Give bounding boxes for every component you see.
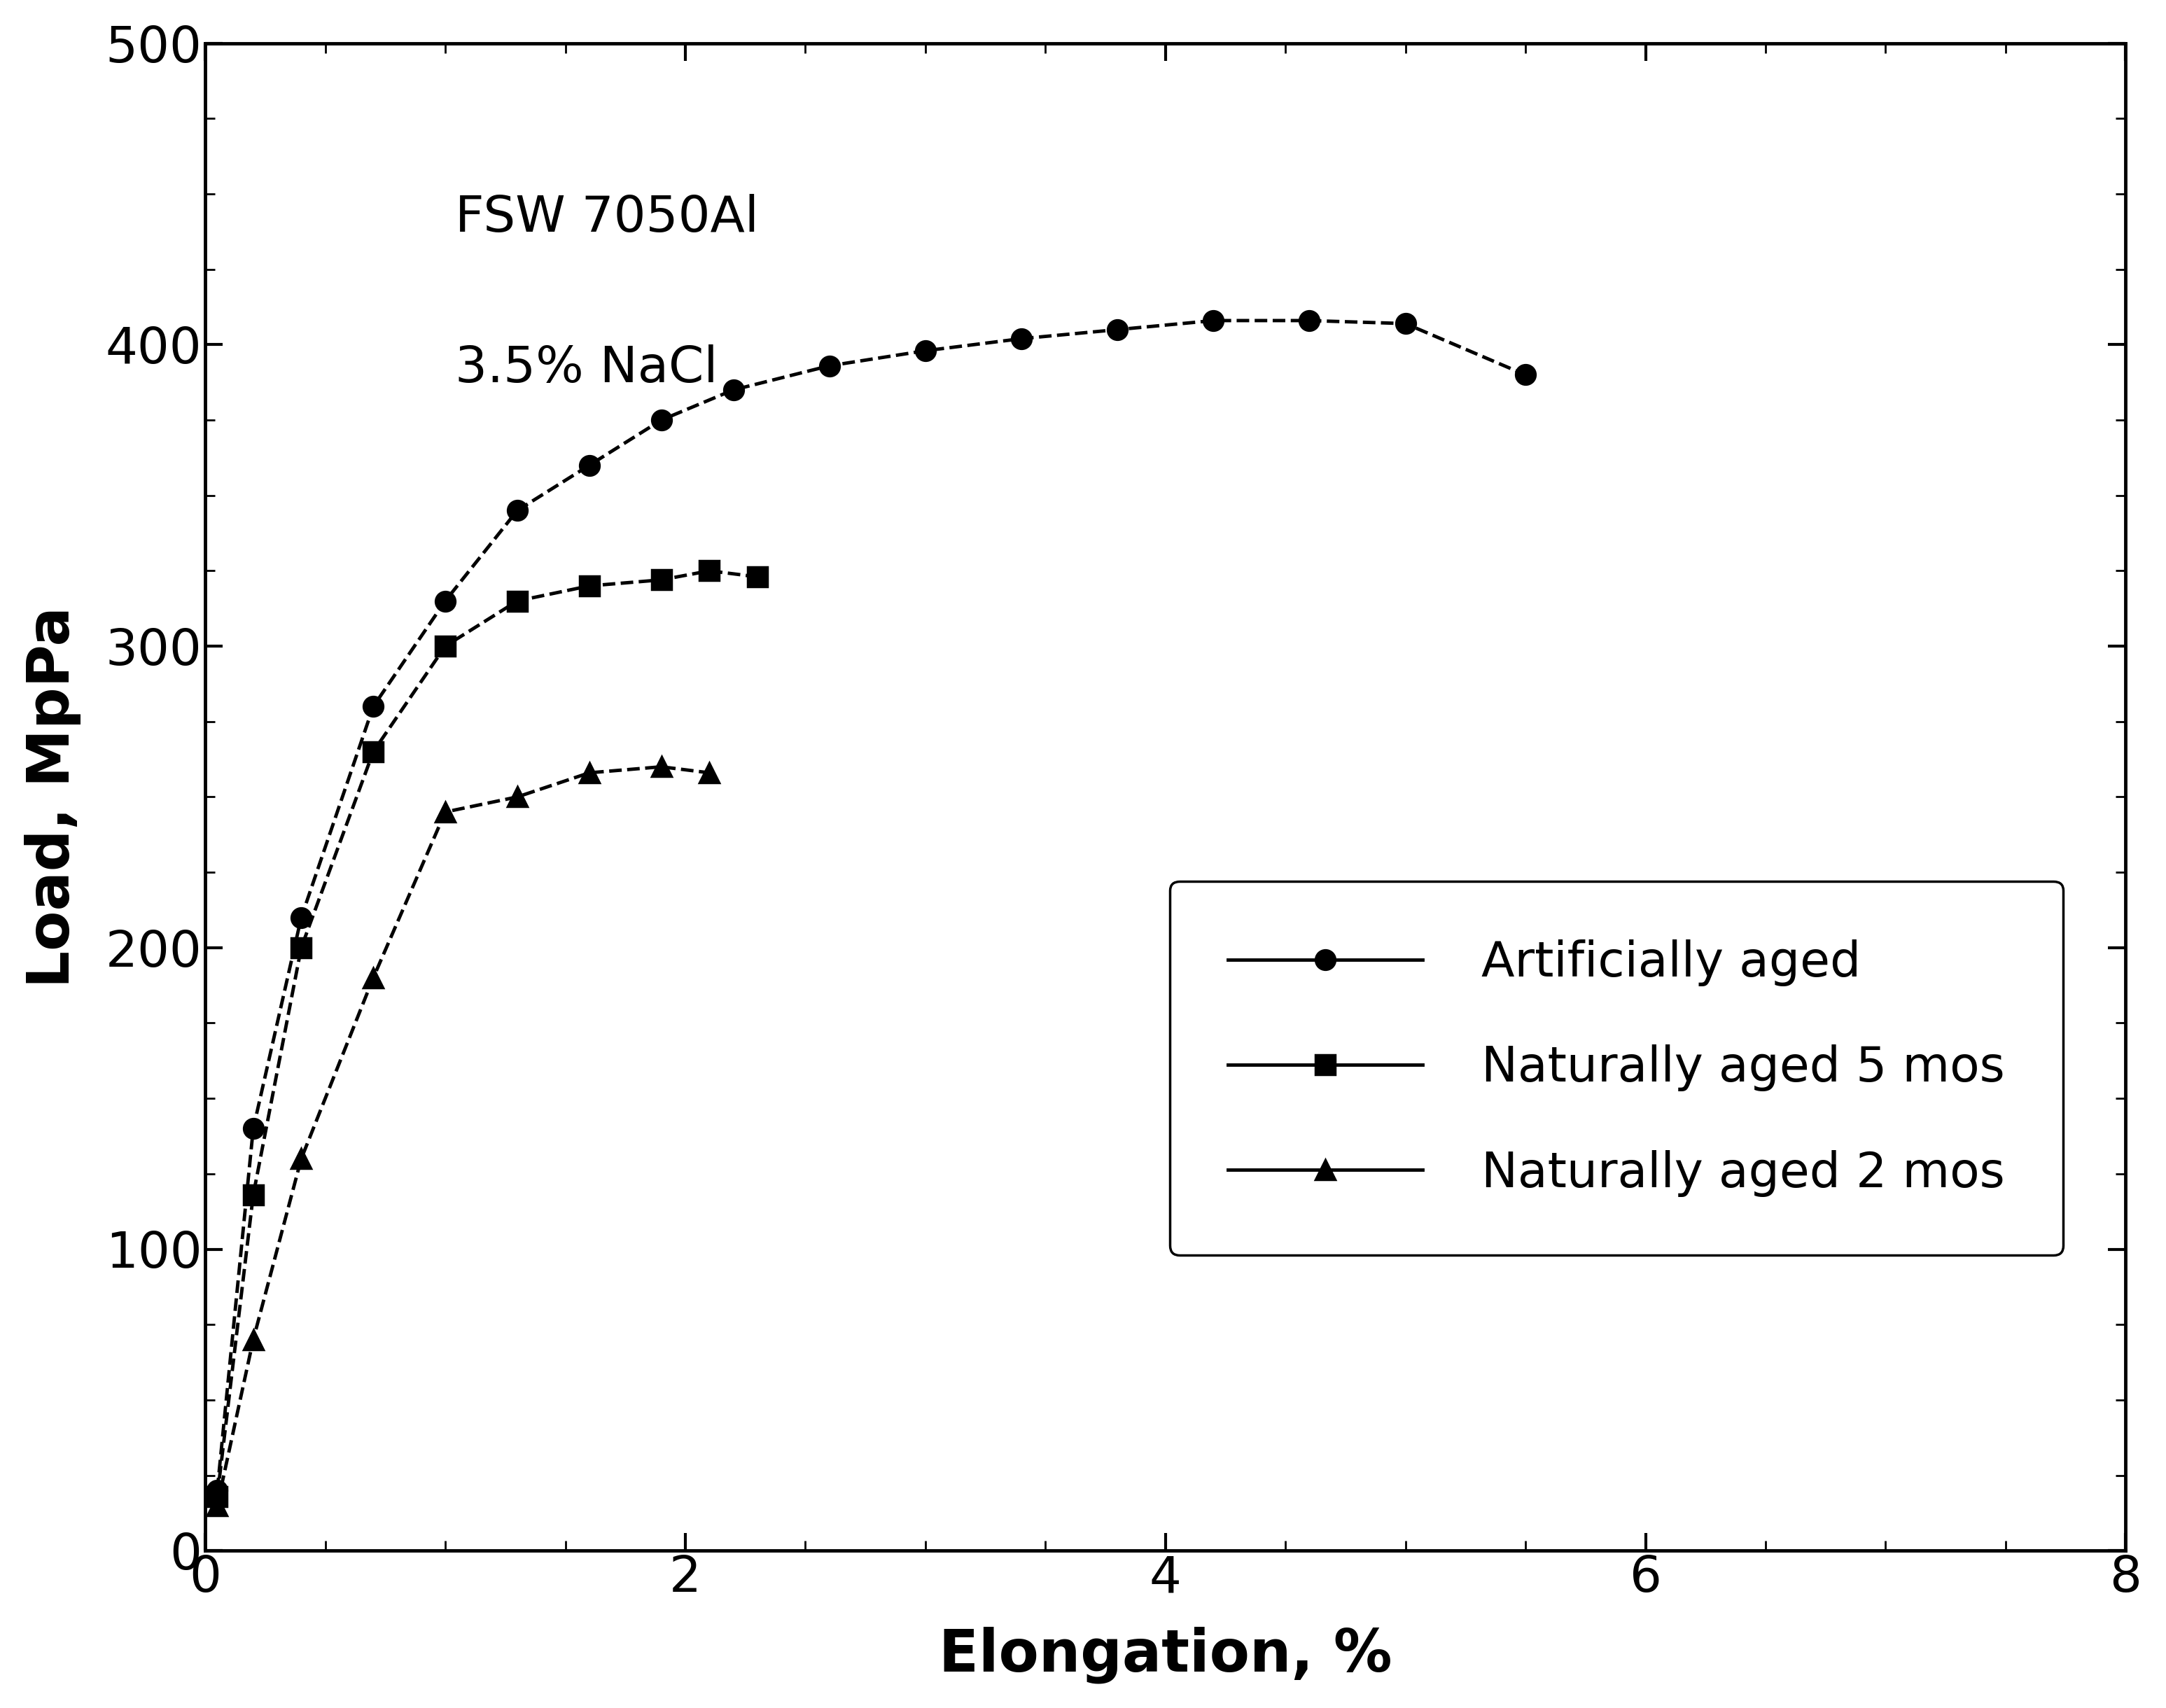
Line: Naturally aged 2 mos: Naturally aged 2 mos xyxy=(208,757,719,1515)
Artificially aged xyxy=(433,591,459,611)
Naturally aged 2 mos xyxy=(433,801,459,822)
Naturally aged 5 mos xyxy=(204,1486,230,1506)
Artificially aged xyxy=(1512,364,1538,384)
Artificially aged xyxy=(648,410,674,430)
Artificially aged xyxy=(721,379,747,400)
Naturally aged 2 mos xyxy=(695,762,721,782)
Artificially aged xyxy=(1393,313,1419,333)
Legend: Artificially aged, Naturally aged 5 mos, Naturally aged 2 mos: Artificially aged, Naturally aged 5 mos,… xyxy=(1170,881,2062,1255)
Artificially aged xyxy=(505,500,531,521)
Artificially aged xyxy=(204,1481,230,1501)
Naturally aged 5 mos xyxy=(576,576,602,596)
Artificially aged xyxy=(360,697,386,717)
Text: 3.5% NaCl: 3.5% NaCl xyxy=(455,345,717,393)
Naturally aged 5 mos xyxy=(240,1185,266,1206)
Naturally aged 2 mos xyxy=(240,1329,266,1349)
Naturally aged 2 mos xyxy=(576,762,602,782)
Text: FSW 7050Al: FSW 7050Al xyxy=(455,195,758,243)
Artificially aged xyxy=(576,454,602,475)
Artificially aged xyxy=(1009,328,1035,348)
Line: Naturally aged 5 mos: Naturally aged 5 mos xyxy=(208,562,767,1506)
Naturally aged 5 mos xyxy=(288,938,314,958)
Naturally aged 2 mos xyxy=(648,757,674,777)
Naturally aged 2 mos xyxy=(288,1148,314,1168)
Artificially aged xyxy=(1105,319,1131,340)
Y-axis label: Load, MpPa: Load, MpPa xyxy=(24,606,80,987)
Artificially aged xyxy=(1200,311,1226,331)
Naturally aged 5 mos xyxy=(648,569,674,589)
Artificially aged xyxy=(817,355,843,376)
Line: Artificially aged: Artificially aged xyxy=(208,311,1536,1500)
Artificially aged xyxy=(288,907,314,927)
Naturally aged 2 mos xyxy=(360,967,386,987)
X-axis label: Elongation, %: Elongation, % xyxy=(938,1626,1393,1684)
Naturally aged 5 mos xyxy=(433,635,459,656)
Naturally aged 2 mos xyxy=(204,1494,230,1515)
Naturally aged 5 mos xyxy=(505,591,531,611)
Naturally aged 2 mos xyxy=(505,787,531,808)
Artificially aged xyxy=(912,340,938,360)
Naturally aged 5 mos xyxy=(745,567,771,588)
Naturally aged 5 mos xyxy=(360,741,386,762)
Artificially aged xyxy=(240,1119,266,1139)
Artificially aged xyxy=(1297,311,1323,331)
Naturally aged 5 mos xyxy=(695,560,721,581)
